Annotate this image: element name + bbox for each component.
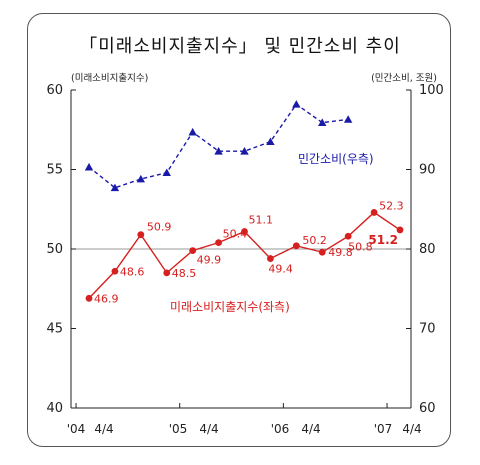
red-circle-marker <box>241 228 248 235</box>
blue-triangle-marker <box>214 147 223 155</box>
red-circle-marker <box>267 255 274 262</box>
red-data-label: 52.3 <box>379 199 404 212</box>
x-tick-label: 4/4 <box>402 422 421 436</box>
right-tick-label: 60 <box>419 401 436 416</box>
red-series-label: 미래소비지출지수(좌측) <box>170 300 290 314</box>
left-tick-label: 55 <box>46 163 63 178</box>
blue-triangle-marker <box>188 127 197 136</box>
blue-triangle-marker <box>240 147 249 155</box>
x-tick-label: '05 <box>169 422 188 436</box>
blue-triangle-marker <box>266 137 275 146</box>
red-data-label: 49.9 <box>197 254 222 267</box>
right-tick-label: 100 <box>419 83 444 98</box>
x-tick-label: 4/4 <box>301 422 320 436</box>
x-tick-label: 4/4 <box>199 422 218 436</box>
red-circle-marker <box>396 226 404 234</box>
left-tick-label: 60 <box>46 83 63 98</box>
red-data-label: 50.2 <box>302 234 327 247</box>
red-circle-marker <box>292 242 300 250</box>
red-circle-marker <box>137 231 145 239</box>
blue-triangle-marker <box>292 100 301 108</box>
left-tick-label: 45 <box>46 322 63 337</box>
red-data-label: 50.9 <box>147 221 172 234</box>
red-circle-marker <box>189 247 197 254</box>
red-data-label: 48.6 <box>120 265 144 278</box>
blue-triangle-marker <box>110 183 120 192</box>
red-circle-marker <box>215 239 222 247</box>
red-circle-marker <box>85 294 93 302</box>
red-series-line <box>88 211 401 299</box>
red-circle-marker <box>111 267 119 275</box>
left-tick-label: 40 <box>46 401 63 416</box>
blue-series-label: 민간소비(우측) <box>298 152 374 166</box>
blue-triangle-marker <box>343 115 353 123</box>
x-tick-label: '07 <box>374 422 393 436</box>
red-data-label: 48.5 <box>172 267 197 280</box>
red-data-label: 51.1 <box>249 214 274 227</box>
blue-series-line <box>88 103 349 189</box>
x-tick-label: '04 <box>67 422 86 436</box>
red-circle-marker <box>163 269 171 277</box>
x-tick-label: 4/4 <box>94 422 113 436</box>
red-data-label: 46.9 <box>94 292 119 305</box>
chart-title: 「미래소비지출지수」 및 민간소비 추이 <box>79 36 401 57</box>
axes: 60 55 50 45 40 100 90 80 70 60 '04 4/4 '05 4/4 '06 4/4 '… <box>46 83 443 436</box>
left-axis-unit: (미래소비지출지수) <box>71 73 148 84</box>
left-tick-label: 50 <box>46 242 63 257</box>
red-circle-marker <box>344 232 352 240</box>
right-tick-label: 80 <box>419 242 436 257</box>
right-tick-label: 90 <box>419 163 436 178</box>
blue-triangle-marker <box>84 162 94 171</box>
red-data-label: 51.2 <box>368 233 398 247</box>
x-tick-label: '06 <box>271 422 290 436</box>
red-data-label: 49.8 <box>328 246 353 259</box>
red-circle-marker <box>370 209 378 216</box>
red-circle-marker <box>318 248 326 256</box>
series-layer: 46.9 48.6 50.9 48.549.950.451.1 49.4 50.249.8… <box>84 100 404 305</box>
right-axis-unit: (민간소비, 조원) <box>371 73 437 84</box>
right-tick-label: 70 <box>419 322 436 337</box>
chart-frame <box>27 13 451 447</box>
blue-triangle-marker <box>136 174 146 183</box>
red-data-label: 49.4 <box>268 263 293 276</box>
red-data-label: 50.8 <box>348 240 373 253</box>
red-data-label: 50.4 <box>223 228 248 241</box>
blue-triangle-marker <box>162 168 171 177</box>
blue-triangle-marker <box>318 118 327 126</box>
